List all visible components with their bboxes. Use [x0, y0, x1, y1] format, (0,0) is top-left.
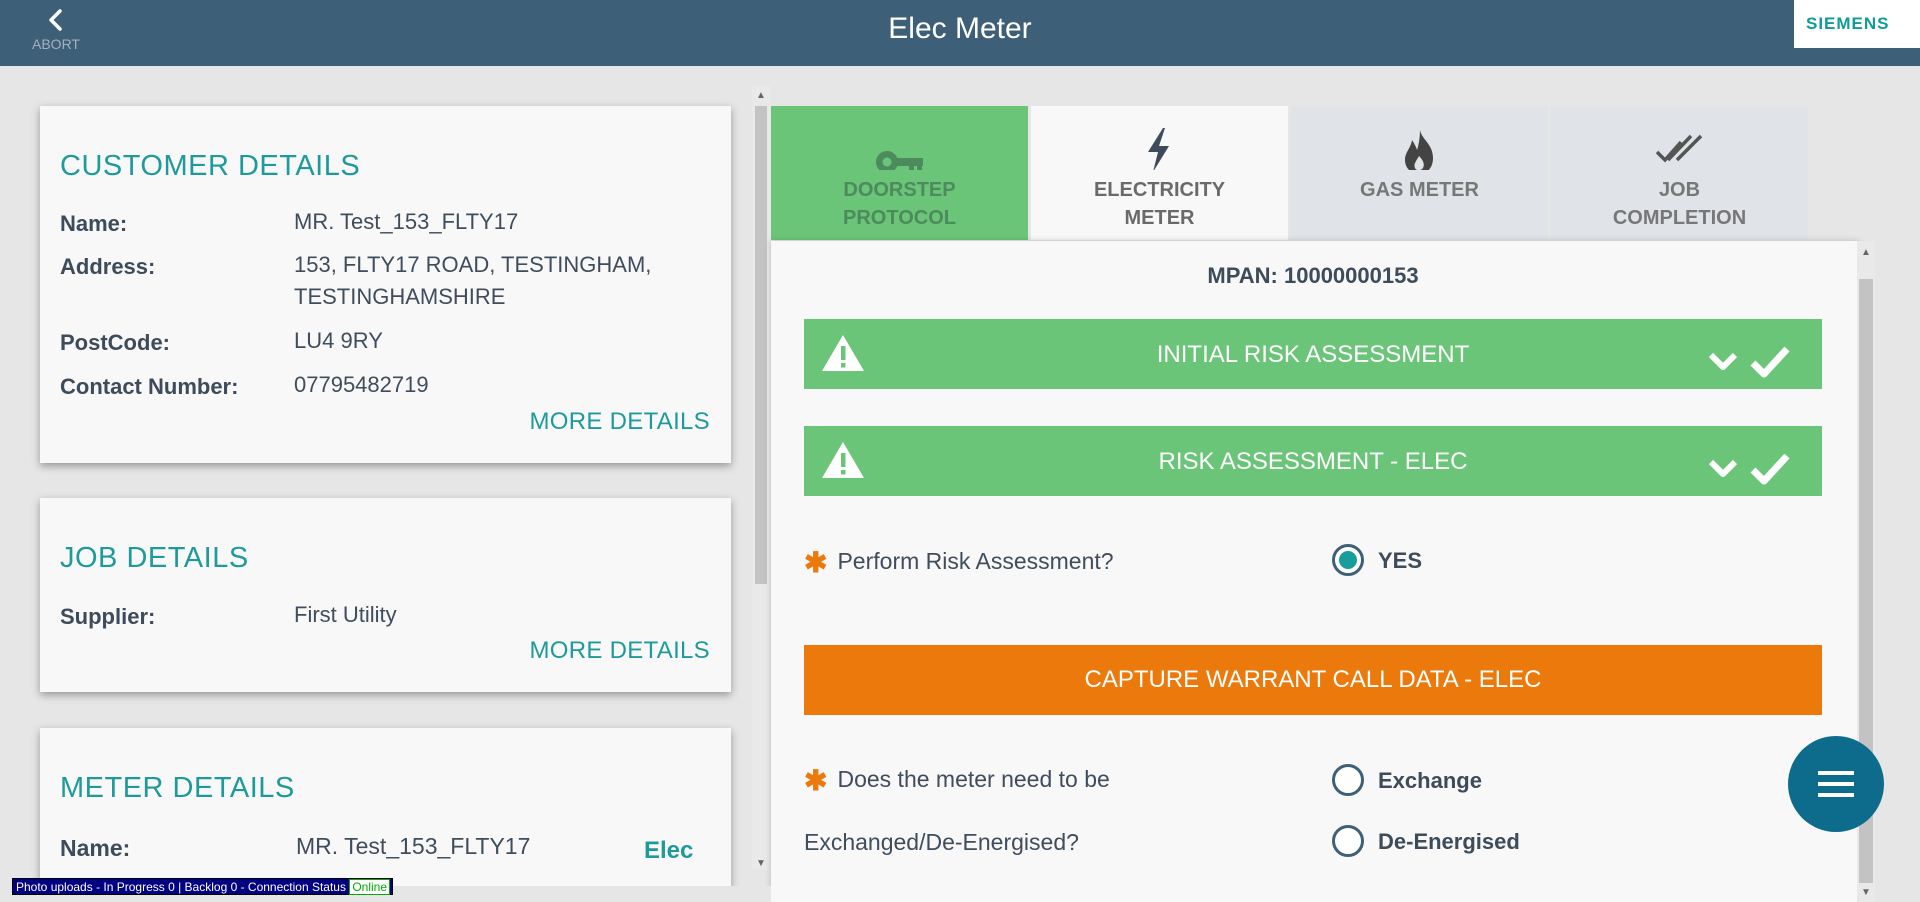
tab-doorstep-line2: PROTOCOL	[843, 207, 956, 229]
tab-doorstep-line1: DOORSTEP	[843, 179, 956, 201]
left-scrollbar[interactable]: ▲ ▼	[752, 86, 770, 870]
question-text: Perform Risk Assessment?	[837, 548, 1114, 574]
initial-risk-assessment-title: INITIAL RISK ASSESSMENT	[1156, 341, 1470, 368]
page-title: Elec Meter	[888, 12, 1032, 45]
contact-value: 07795482719	[294, 372, 429, 397]
radio-selected-icon[interactable]	[1332, 544, 1364, 576]
warning-icon	[822, 335, 864, 371]
address-label: Address:	[60, 254, 156, 279]
radio-unselected-icon[interactable]	[1332, 825, 1364, 857]
tab-job-line1: JOB	[1658, 179, 1701, 201]
tab-gas-meter[interactable]: GAS METER	[1291, 106, 1548, 240]
required-asterisk-icon: ✱	[804, 547, 828, 578]
postcode-label: PostCode:	[60, 330, 170, 355]
scroll-up-arrow-icon[interactable]: ▲	[756, 90, 766, 101]
elec-meter-panel: MPAN: 10000000153 INITIAL RISK ASSESSMEN…	[771, 241, 1859, 902]
meter-details-heading: METER DETAILS	[60, 772, 295, 804]
double-check-icon	[1655, 134, 1703, 163]
meter-exchange-question: ✱ Does the meter need to be	[804, 764, 1110, 797]
job-details-heading: JOB DETAILS	[60, 542, 249, 574]
customer-more-details-link[interactable]: MORE DETAILS	[529, 408, 710, 435]
meter-name-label: Name:	[60, 835, 131, 861]
menu-fab-button[interactable]	[1788, 736, 1884, 832]
warning-icon	[822, 442, 864, 478]
upload-status-bar: Photo uploads - In Progress 0 | Backlog …	[12, 878, 394, 895]
supplier-label: Supplier:	[60, 604, 156, 629]
postcode-value: LU4 9RY	[294, 328, 383, 353]
name-label: Name:	[60, 211, 128, 236]
radio-de-energised-label: De-Energised	[1378, 829, 1520, 854]
job-more-details-link[interactable]: MORE DETAILS	[529, 637, 710, 664]
scroll-down-arrow-icon[interactable]: ▼	[1861, 887, 1871, 898]
mpan-label: MPAN: 10000000153	[1207, 263, 1419, 288]
siemens-logo: SIEMENS	[1794, 0, 1920, 58]
chevron-left-icon	[49, 9, 62, 31]
meter-type-badge: Elec	[644, 837, 694, 864]
tab-job-completion[interactable]: JOB COMPLETION	[1551, 106, 1808, 240]
radio-exchange-label: Exchange	[1378, 768, 1482, 793]
panel-scrollbar[interactable]: ▲ ▼	[1857, 241, 1875, 902]
tab-elec-line2: METER	[1124, 207, 1195, 229]
required-asterisk-icon: ✱	[804, 765, 828, 796]
lightning-icon	[1148, 128, 1169, 170]
radio-yes-label: YES	[1378, 548, 1423, 573]
key-icon	[876, 151, 923, 170]
initial-risk-assessment-section[interactable]: INITIAL RISK ASSESSMENT	[804, 319, 1822, 389]
risk-assessment-elec-section[interactable]: RISK ASSESSMENT - ELEC	[804, 426, 1822, 496]
tab-electricity-meter[interactable]: ELECTRICITY METER	[1031, 106, 1288, 240]
tab-job-line2: COMPLETION	[1612, 207, 1747, 229]
scroll-down-arrow-icon[interactable]: ▼	[756, 858, 766, 869]
tab-gas-line1: GAS METER	[1360, 179, 1479, 201]
meter-name-value: MR. Test_153_FLTY17	[296, 833, 531, 859]
tab-doorstep-protocol[interactable]: DOORSTEP PROTOCOL	[771, 106, 1028, 240]
job-details-card: JOB DETAILS Supplier: First Utility MORE…	[40, 498, 731, 692]
meter-details-card: METER DETAILS Name: MR. Test_153_FLTY17 …	[40, 728, 731, 902]
app-header: ABORT Elec Meter SIEMENS	[0, 0, 1920, 66]
address-line1: 153, FLTY17 ROAD, TESTINGHAM,	[294, 252, 652, 277]
upload-status-text: Photo uploads - In Progress 0 | Backlog …	[16, 880, 346, 894]
flame-icon	[1405, 130, 1433, 170]
radio-unselected-icon[interactable]	[1332, 764, 1364, 796]
supplier-value: First Utility	[294, 602, 397, 627]
scroll-up-arrow-icon[interactable]: ▲	[1861, 247, 1871, 258]
hamburger-menu-icon	[1818, 771, 1854, 797]
connection-status-badge: Online	[349, 879, 391, 895]
risk-assessment-elec-title: RISK ASSESSMENT - ELEC	[1158, 448, 1468, 475]
tab-elec-line1: ELECTRICITY	[1093, 179, 1226, 201]
left-scrollbar-thumb[interactable]	[755, 106, 767, 584]
perform-risk-assessment-question: ✱ Perform Risk Assessment?	[804, 546, 1114, 579]
question-text-line1: Does the meter need to be	[837, 766, 1110, 792]
customer-details-card: CUSTOMER DETAILS Name: MR. Test_153_FLTY…	[40, 106, 731, 463]
name-value: MR. Test_153_FLTY17	[294, 209, 519, 234]
address-line2: TESTINGHAMSHIRE	[294, 284, 506, 309]
abort-button[interactable]: ABORT	[26, 8, 86, 52]
meter-exchange-question-line2: Exchanged/De-Energised?	[804, 829, 1079, 855]
chevron-check-icon[interactable]	[1709, 347, 1809, 381]
chevron-check-icon[interactable]	[1709, 454, 1809, 488]
contact-label: Contact Number:	[60, 374, 239, 399]
abort-label: ABORT	[32, 36, 80, 52]
customer-details-heading: CUSTOMER DETAILS	[60, 150, 361, 182]
panel-scrollbar-thumb[interactable]	[1859, 279, 1873, 883]
capture-warrant-call-data-button[interactable]: CAPTURE WARRANT CALL DATA - ELEC	[804, 645, 1822, 715]
